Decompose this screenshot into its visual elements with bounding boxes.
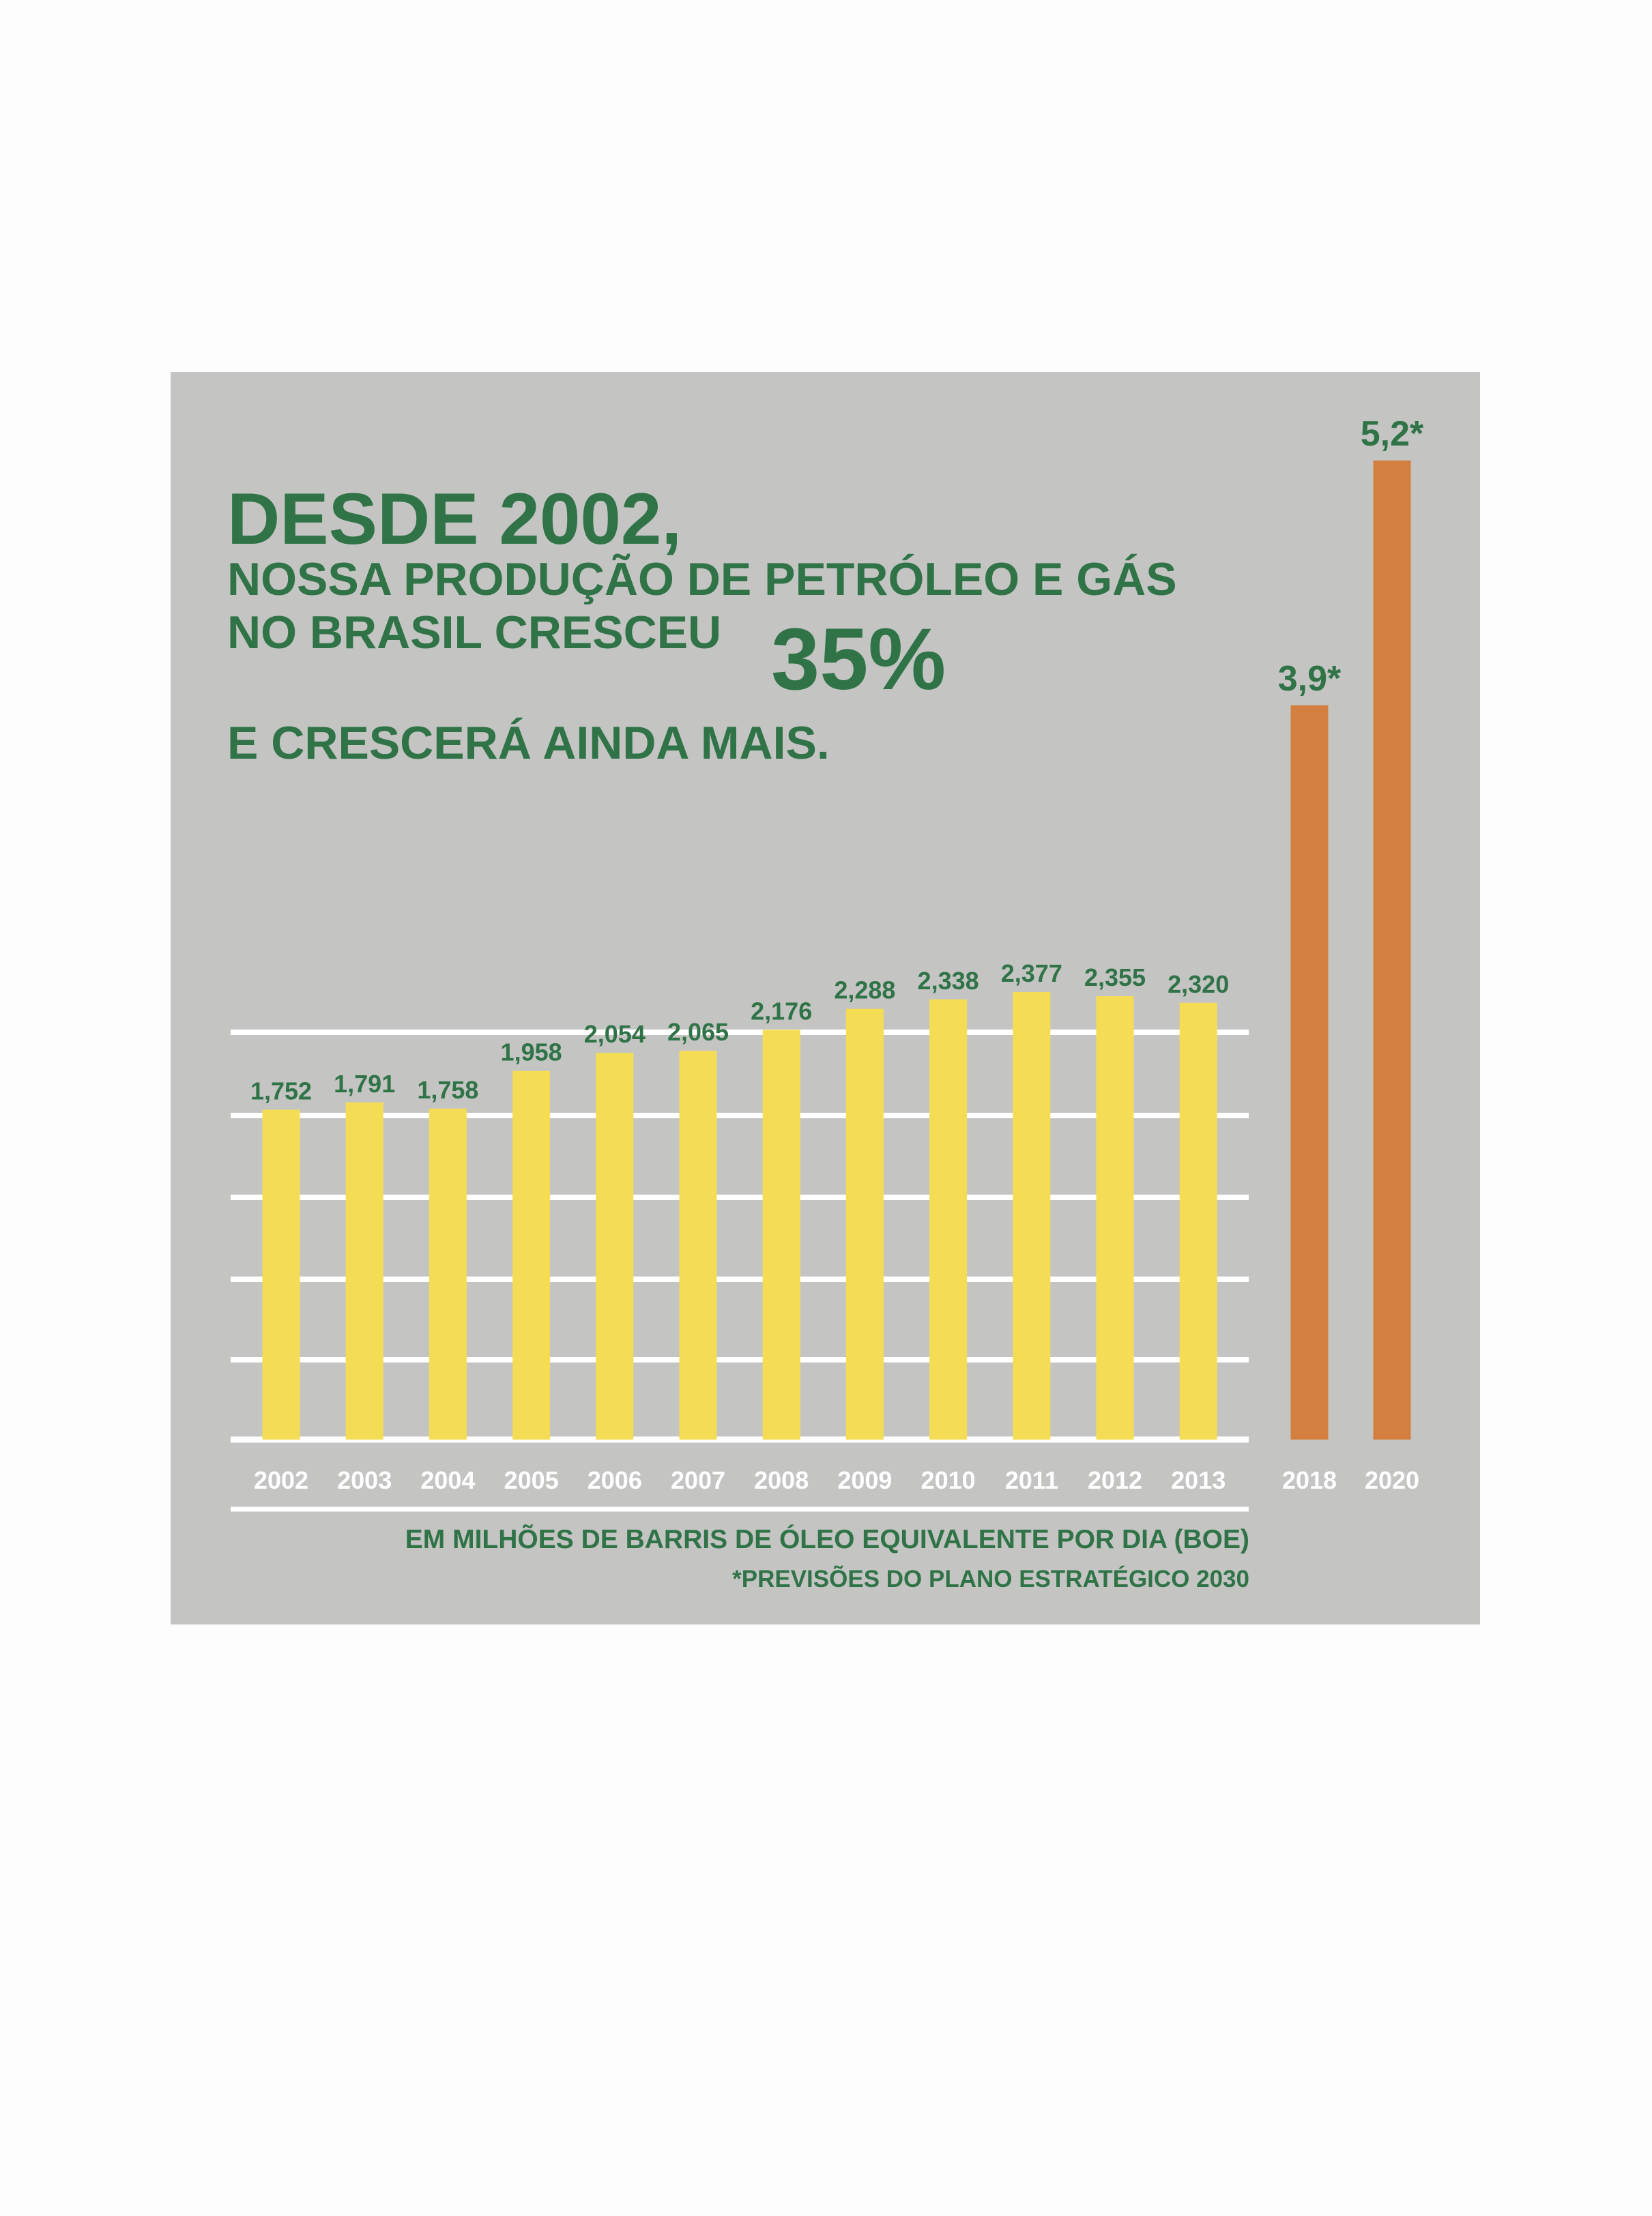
bar-chart: 1,752 1,791 1,758 1,958 2,054 2,065 2,176 2,288…: [231, 414, 1424, 1512]
headline-future: E CRESCERÁ AINDA MAIS.: [227, 717, 830, 769]
value-label: 2,176: [751, 997, 812, 1025]
value-label: 2,054: [584, 1020, 646, 1048]
production-bar: [512, 1070, 551, 1440]
x-tick-label: 2009: [837, 1466, 892, 1494]
value-label: 1,752: [250, 1077, 312, 1105]
headline-production: NOSSA PRODUÇÃO DE PETRÓLEO E GÁS: [227, 553, 1177, 605]
production-bar: [1179, 1002, 1217, 1440]
headline-growth: NO BRASIL CRESCEU: [227, 607, 722, 658]
x-tick-label: 2005: [504, 1466, 559, 1494]
forecast-bar: [1290, 705, 1329, 1440]
production-bar: [845, 1008, 884, 1440]
production-bar: [345, 1102, 383, 1440]
infographic-panel: DESDE 2002, NOSSA PRODUÇÃO DE PETRÓLEO E…: [171, 372, 1480, 1624]
x-tick-label: 2003: [337, 1466, 392, 1494]
production-bar: [762, 1030, 800, 1440]
value-label: 2,338: [918, 967, 979, 995]
x-tick-label: 2002: [254, 1466, 308, 1494]
x-tick-label: 2013: [1171, 1466, 1226, 1494]
production-bar: [596, 1053, 634, 1440]
unit-note: EM MILHÕES DE BARRIS DE ÓLEO EQUIVALENTE…: [405, 1525, 1249, 1554]
value-label: 2,065: [667, 1018, 729, 1046]
headline-year: DESDE 2002,: [227, 478, 682, 559]
production-bar: [929, 999, 968, 1440]
value-label: 2,377: [1001, 959, 1062, 987]
forecast-bar: [1373, 461, 1411, 1440]
value-label: 3,9*: [1278, 659, 1342, 699]
production-bar: [679, 1051, 717, 1440]
x-tick-label: 2010: [921, 1466, 976, 1494]
x-tick-label: 2007: [671, 1466, 725, 1494]
production-bar: [429, 1108, 467, 1440]
x-tick-label: 2008: [754, 1466, 809, 1494]
x-tick-label: 2011: [1005, 1466, 1058, 1494]
value-label: 5,2*: [1361, 414, 1424, 454]
value-label: 2,320: [1168, 970, 1229, 998]
production-bar: [262, 1109, 300, 1440]
value-label: 1,958: [501, 1038, 562, 1066]
x-tick-label: 2004: [420, 1466, 475, 1494]
production-bar: [1013, 992, 1051, 1440]
x-tick-label: 2012: [1088, 1466, 1142, 1494]
value-label: 2,355: [1084, 963, 1146, 991]
x-tick-label: 2018: [1282, 1466, 1337, 1494]
forecast-note: *PREVISÕES DO PLANO ESTRATÉGICO 2030: [732, 1566, 1249, 1592]
value-label: 1,758: [417, 1076, 478, 1104]
x-tick-label: 2006: [588, 1466, 642, 1494]
value-label: 2,288: [834, 976, 895, 1004]
production-bar: [1096, 996, 1134, 1440]
x-tick-label: 2020: [1365, 1466, 1419, 1494]
value-label: 1,791: [334, 1070, 395, 1098]
headline-percent: 35%: [771, 611, 946, 708]
